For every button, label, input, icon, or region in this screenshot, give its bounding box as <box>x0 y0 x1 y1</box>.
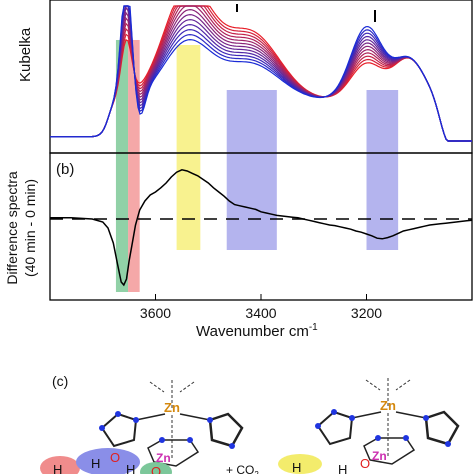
highlight-band-3 <box>176 45 201 250</box>
x-tick-label-3200: 3200 <box>351 305 382 321</box>
left-zn-label: Zn <box>164 400 180 415</box>
left-zn-complex: Zn Zn <box>99 380 244 467</box>
reaction-text: + CO2 <box>226 463 259 474</box>
h-label-3: H <box>126 462 135 474</box>
o-label-1: O <box>110 450 120 465</box>
x-axis-label-sup: -1 <box>309 322 318 333</box>
highlight-band-2 <box>128 40 140 292</box>
right-zn2-label: Zn <box>372 449 387 463</box>
panel-c-tag: (c) <box>52 373 68 389</box>
panel-a-ylabel: Kubelka <box>17 27 34 82</box>
h-label-5: H <box>338 462 347 474</box>
h-label-2: H <box>91 456 100 471</box>
yellow-blob <box>278 454 322 474</box>
left-zn2-label: Zn <box>156 451 171 465</box>
highlight-band-1 <box>115 40 129 292</box>
highlight-band-5 <box>366 90 399 250</box>
o-label-2: O <box>151 464 161 474</box>
red-blob <box>40 456 80 474</box>
x-ticks: 3600 3400 3200 <box>140 294 382 321</box>
green-blob <box>140 462 172 474</box>
o-label-3: O <box>360 456 370 471</box>
x-axis-label: Wavenumber cm-1 <box>196 322 318 340</box>
h-label-4: H <box>292 460 301 474</box>
highlight-bands <box>115 40 399 292</box>
difference-spectrum-line <box>50 169 473 287</box>
right-zn-label: Zn <box>380 398 396 413</box>
right-zn-complex: Zn Zn <box>315 378 460 465</box>
panel-b-ylabel-line1: Difference spectra <box>4 171 20 285</box>
x-tick-label-3600: 3600 <box>140 305 171 321</box>
x-tick-label-3400: 3400 <box>245 305 276 321</box>
h-label-1: H <box>53 462 62 474</box>
highlight-band-4 <box>226 90 277 250</box>
scheme-panel-c: (c) Zn Zn H H O H O <box>40 373 460 474</box>
x-axis-label-text: Wavenumber cm <box>196 323 309 340</box>
kubelka-spectra <box>50 5 472 142</box>
panel-b-ylabel-line2: (40 min - 0 min) <box>22 179 38 277</box>
spectrum-series-12 <box>50 5 472 142</box>
panel-b-tag: (b) <box>56 161 74 178</box>
blue-blob <box>76 448 140 474</box>
